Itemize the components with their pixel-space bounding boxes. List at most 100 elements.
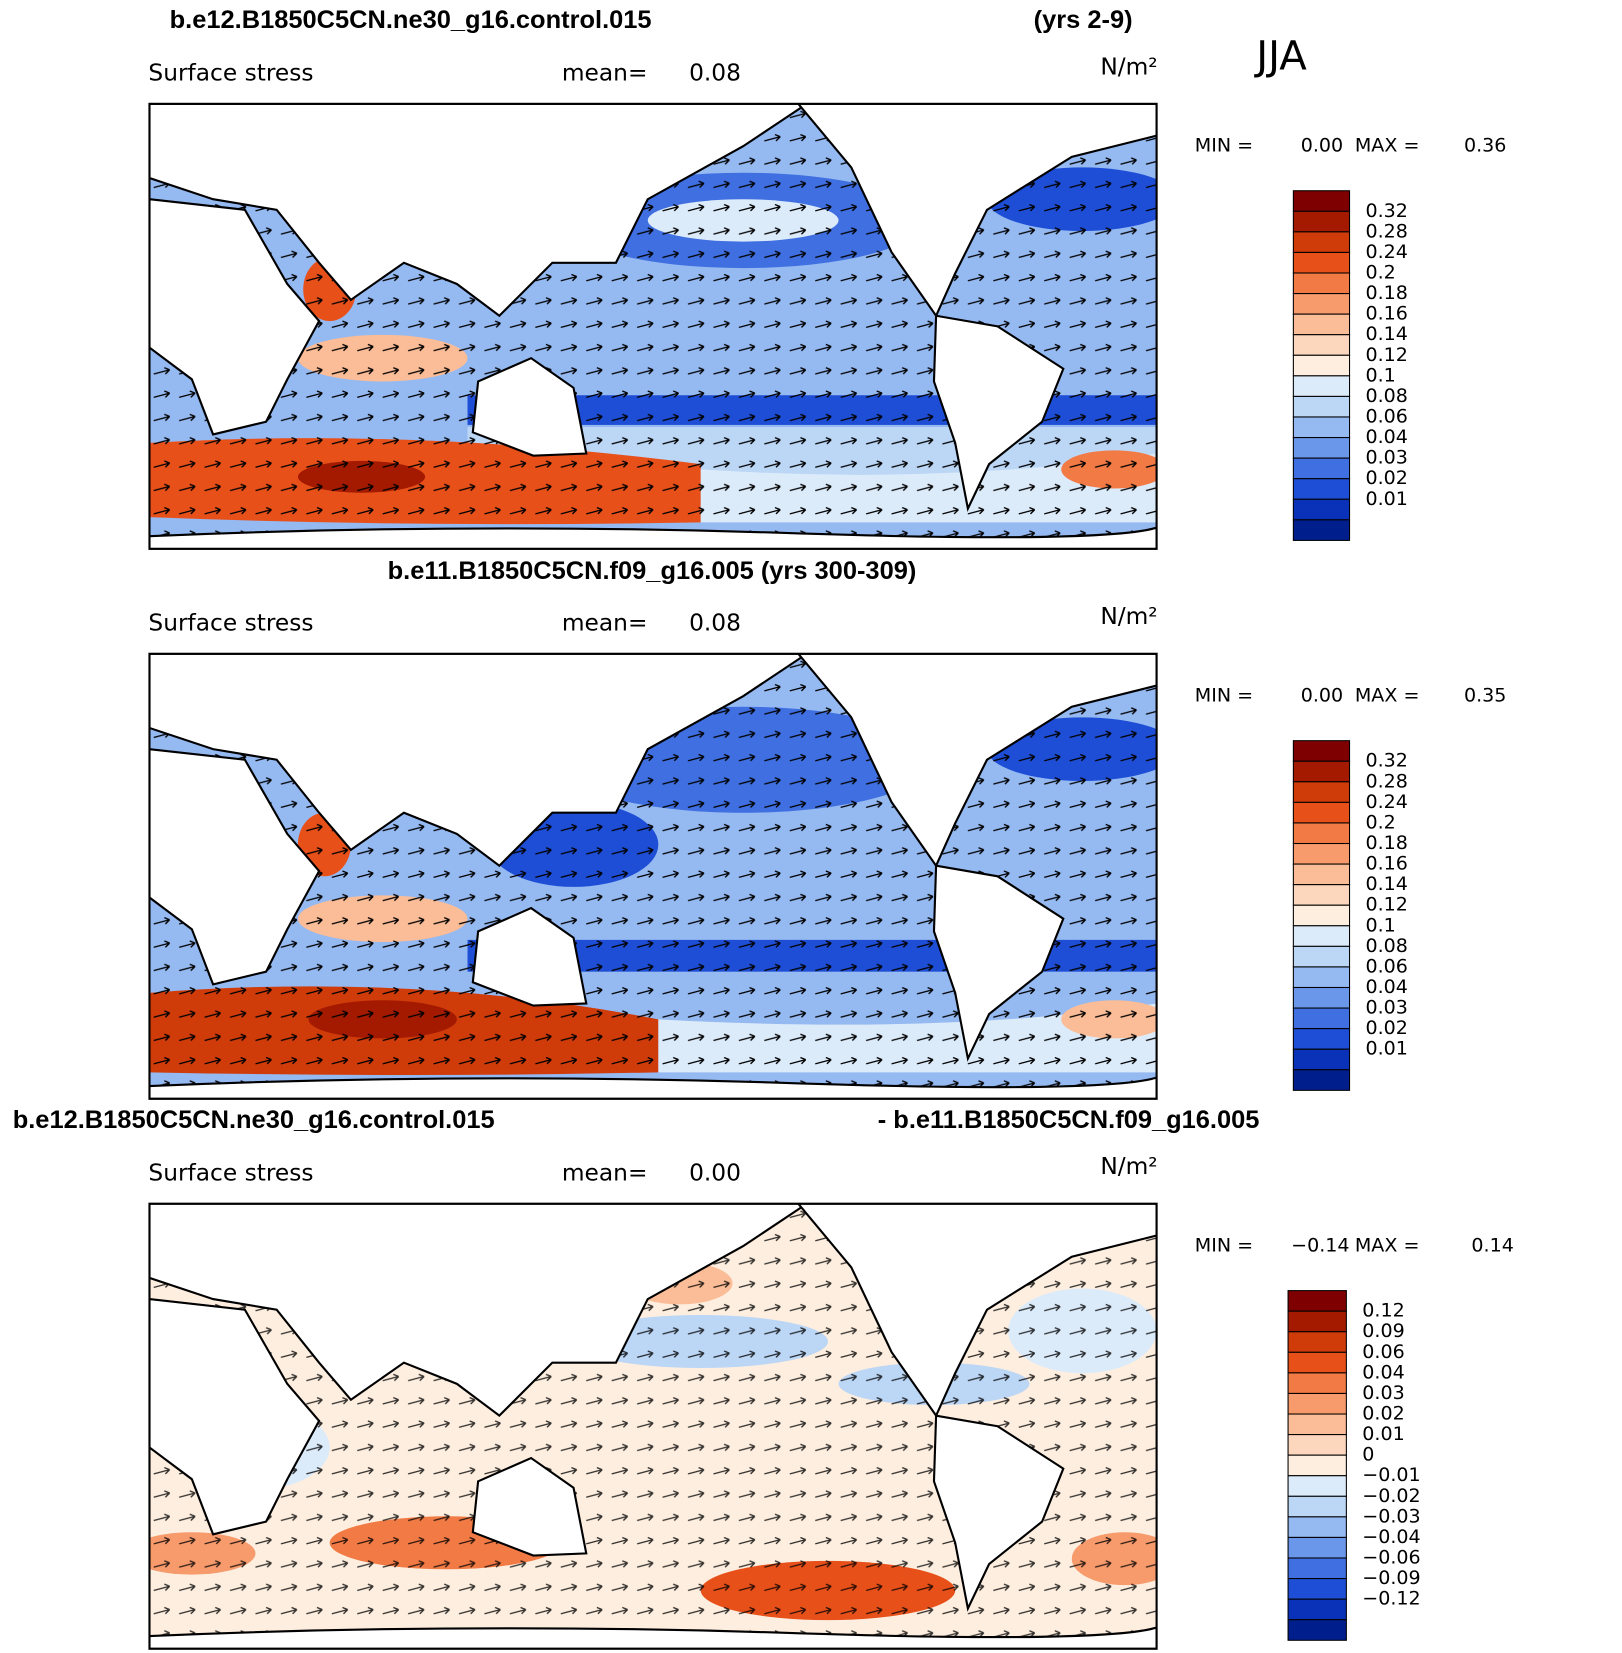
colorbar-label: 0.03 [1365, 447, 1407, 469]
colorbar-swatch [1292, 293, 1351, 315]
units: N/m² [1100, 53, 1157, 80]
colorbar-label: 0.14 [1365, 323, 1407, 345]
colorbar-swatch [1287, 1310, 1347, 1333]
colorbar-swatch [1292, 760, 1351, 783]
colorbar-label: 0.01 [1362, 1423, 1404, 1445]
colorbar-label: 0.12 [1365, 894, 1407, 916]
colorbar-swatch [1292, 945, 1351, 968]
colorbar-label: 0.18 [1365, 832, 1407, 854]
colorbar-swatch [1292, 313, 1351, 336]
colorbar-label: 0.01 [1365, 1038, 1407, 1060]
colorbar-label: 0.02 [1362, 1403, 1404, 1425]
colorbar-swatch [1292, 437, 1351, 459]
season: JJA [1253, 33, 1307, 79]
colorbar-swatch [1287, 1578, 1347, 1600]
colorbar-label: 0.04 [1362, 1361, 1404, 1383]
colorbar-swatch [1292, 863, 1351, 886]
map-field [149, 653, 1157, 1099]
colorbar-swatch [1292, 395, 1351, 418]
colorbar-swatch [1292, 231, 1351, 253]
colorbar-label: 0.03 [1362, 1382, 1404, 1404]
colorbar-label: −0.06 [1362, 1547, 1420, 1569]
colorbar-swatch [1287, 1619, 1347, 1641]
colorbar-label: 0.12 [1365, 344, 1407, 366]
colorbar-swatch [1292, 801, 1351, 824]
colorbar-label: 0.01 [1365, 488, 1407, 510]
colorbar-label: 0.02 [1365, 467, 1407, 489]
panel-title-note: - b.e11.B1850C5CN.f09_g16.005 [878, 1106, 1260, 1134]
min-label: MIN = [1195, 135, 1253, 157]
min-value: 0.00 [1301, 135, 1343, 157]
colorbar-swatch [1292, 519, 1351, 541]
colorbar-swatch [1287, 1475, 1347, 1497]
colorbar-swatch [1292, 498, 1351, 521]
colorbar-label: 0.03 [1365, 997, 1407, 1019]
mean-label: mean= [562, 60, 648, 87]
colorbar-label: 0.08 [1365, 935, 1407, 957]
colorbar-swatch [1287, 1290, 1347, 1312]
colorbar-swatch [1287, 1351, 1347, 1374]
colorbar-swatch [1292, 416, 1351, 439]
mean-label: mean= [562, 610, 648, 637]
colorbar-label: −0.09 [1362, 1567, 1420, 1589]
colorbar-label: 0.28 [1365, 220, 1407, 242]
colorbar-swatch [1292, 334, 1351, 356]
colorbar-swatch [1292, 210, 1351, 233]
panel-title: b.e11.B1850C5CN.f09_g16.005 (yrs 300-309… [388, 557, 917, 585]
colorbar-swatch [1292, 884, 1351, 906]
colorbar-label: 0.1 [1365, 914, 1395, 936]
colorbar-swatch [1287, 1536, 1347, 1559]
min-value: 0.00 [1301, 685, 1343, 707]
colorbar-label: 0.09 [1362, 1320, 1404, 1342]
colorbar-label: 0.08 [1365, 385, 1407, 407]
colorbar-label: 0.24 [1365, 791, 1407, 813]
colorbar-swatch [1292, 251, 1351, 274]
colorbar-swatch [1292, 190, 1351, 212]
mean-value: 0.08 [689, 60, 741, 87]
colorbar-swatch [1292, 272, 1351, 295]
colorbar-swatch [1292, 904, 1351, 927]
units: N/m² [1100, 1153, 1157, 1180]
colorbar-swatch [1292, 986, 1351, 1009]
colorbar-swatch [1292, 842, 1351, 865]
colorbar-label: −0.12 [1362, 1588, 1420, 1610]
colorbar-swatch [1292, 354, 1351, 377]
colorbar-swatch [1292, 375, 1351, 397]
colorbar-label: 0.2 [1365, 811, 1395, 833]
colorbar-swatch [1292, 457, 1351, 480]
colorbar-swatch [1292, 740, 1351, 762]
colorbar-label: 0 [1362, 1444, 1374, 1466]
colorbar-label: 0.16 [1365, 853, 1407, 875]
max-label: MAX = [1355, 1235, 1420, 1257]
map-frame [148, 102, 1158, 1650]
colorbar-swatch [1292, 781, 1351, 803]
map-field [149, 103, 1157, 549]
colorbar-label: 0.02 [1365, 1017, 1407, 1039]
colorbar-label: 0.18 [1365, 282, 1407, 304]
variable-label: Surface stress [148, 610, 313, 637]
colorbar-label: −0.01 [1362, 1464, 1420, 1486]
colorbar-label: 0.06 [1362, 1341, 1404, 1363]
colorbar-label: 0.04 [1365, 426, 1407, 448]
colorbar-swatch [1292, 1028, 1351, 1050]
colorbar-swatch [1287, 1516, 1347, 1538]
colorbar-swatch [1287, 1598, 1347, 1621]
panel-title: b.e12.B1850C5CN.ne30_g16.control.015 [170, 6, 652, 34]
colorbar-label: 0.24 [1365, 241, 1407, 263]
colorbar-label: 0.32 [1365, 750, 1407, 772]
colorbar-label: 0.12 [1362, 1300, 1404, 1322]
colorbar-swatch [1292, 966, 1351, 989]
colorbar-label: −0.03 [1362, 1505, 1420, 1527]
colorbar-label: 0.04 [1365, 976, 1407, 998]
panel-title: b.e12.B1850C5CN.ne30_g16.control.015 [13, 1106, 495, 1134]
max-label: MAX = [1355, 685, 1420, 707]
units: N/m² [1100, 603, 1157, 630]
mean-label: mean= [562, 1160, 648, 1187]
colorbar-swatch [1287, 1392, 1347, 1415]
mean-value: 0.08 [689, 610, 741, 637]
colorbar-swatch [1292, 1007, 1351, 1030]
colorbar-swatch [1287, 1454, 1347, 1477]
colorbar-swatch [1292, 1048, 1351, 1071]
